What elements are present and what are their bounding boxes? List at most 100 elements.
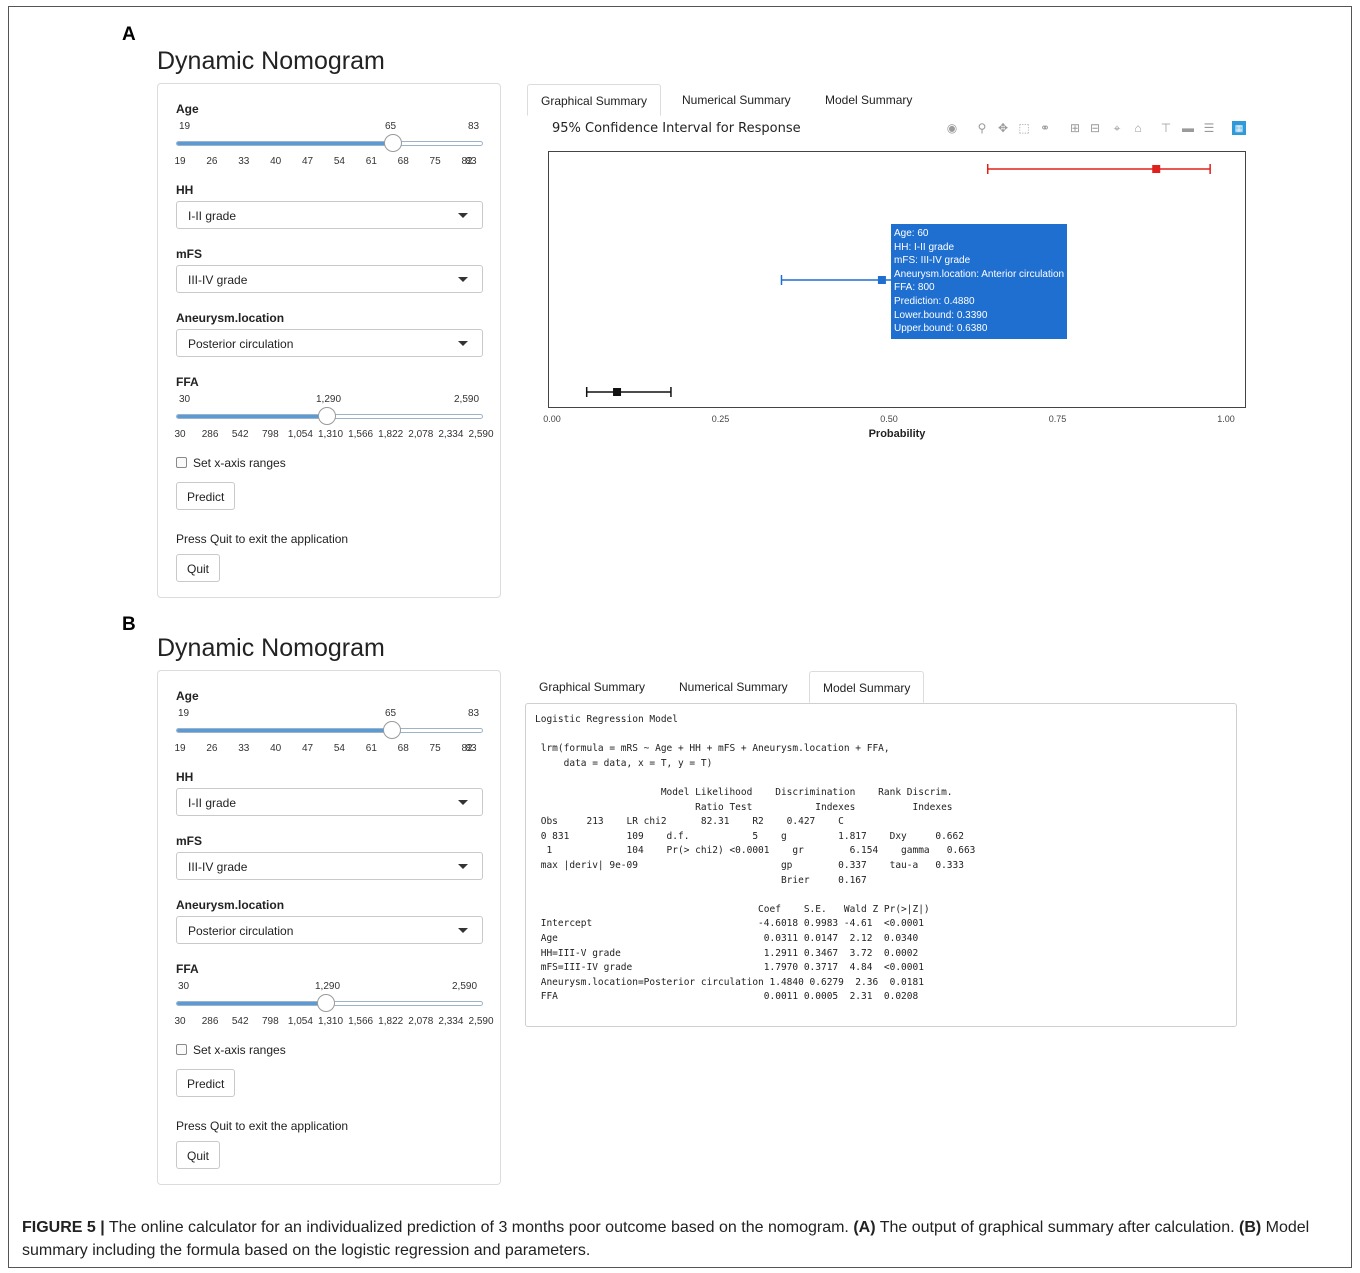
age-slider-ticks: 19 26 33 40 47 54 61 68 75 82 83: [174, 156, 492, 170]
tab-model-summary[interactable]: Model Summary: [825, 93, 913, 107]
ffa-slider-ticks: 30 286 542 798 1,054 1,310 1,566 1,822 2,078 2,33…: [174, 429, 493, 443]
pan-icon[interactable]: ✥: [997, 121, 1009, 135]
tab-graphical-summary[interactable]: Graphical Summary: [527, 84, 662, 116]
plotly-logo-icon[interactable]: ▦: [1232, 121, 1246, 135]
slider-tick-label: 1,566: [348, 429, 374, 440]
zoom-icon[interactable]: ⚲: [977, 121, 987, 135]
prediction-point[interactable]: [1152, 165, 1161, 173]
hover-closest-icon[interactable]: ▬: [1182, 121, 1194, 135]
ffa-max: 2,590: [452, 981, 478, 992]
ffa-label: FFA: [176, 962, 199, 976]
model-summary-line: max |deriv| 9e-09 gp 0.337 tau-a 0.333: [535, 859, 964, 871]
age-max: 83: [468, 708, 480, 719]
age-slider-handle[interactable]: [384, 134, 402, 152]
slider-tick-label: 798: [261, 429, 279, 440]
model-summary-line: Brier 0.167: [535, 874, 867, 886]
camera-icon[interactable]: ◉: [946, 121, 958, 135]
slider-tick-label: 1,566: [348, 1016, 374, 1027]
quit-note: Press Quit to exit the application: [176, 1119, 349, 1133]
slider-tick-label: 1,822: [378, 1016, 404, 1027]
ffa-value: 1,290: [315, 981, 341, 992]
hh-select-value: I-II grade: [188, 796, 237, 810]
caption-text-3: Model summary including the formula base…: [22, 1219, 1310, 1259]
model-summary-line: Obs 213 LR chi2 82.31 R2 0.427 C: [535, 816, 844, 828]
hh-select-value: I-II grade: [188, 209, 237, 223]
mfs-select[interactable]: III-IV grade: [176, 265, 483, 293]
slider-tick-label: 33: [238, 743, 250, 754]
plot-modebar: ◉ ⚲ ✥ ⬚ ⚭ ⊞ ⊟ ⌖ ⌂ ⊤ ▬ ☰ ▦: [945, 121, 1250, 137]
tooltip-line: Prediction: 0.4880: [894, 295, 975, 307]
tab-numerical-summary[interactable]: Numerical Summary: [679, 680, 788, 694]
chevron-down-icon: [458, 213, 468, 218]
location-select[interactable]: Posterior circulation: [176, 916, 483, 944]
figure-caption: FIGURE 5 | The online calculator for an …: [22, 1216, 1342, 1262]
age-min: 19: [179, 121, 191, 132]
ffa-min: 30: [178, 981, 190, 992]
model-summary-line: Model Likelihood Discrimination Rank Dis…: [535, 786, 953, 798]
location-select[interactable]: Posterior circulation: [176, 329, 483, 357]
page-title: Dynamic Nomogram: [157, 47, 385, 75]
slider-tick-label: 54: [333, 156, 345, 167]
hover-compare-icon[interactable]: ☰: [1203, 121, 1215, 135]
zoom-out-icon[interactable]: ⊟: [1089, 121, 1101, 135]
slider-tick-label: 30: [174, 1016, 186, 1027]
tooltip-line: Aneurysm.location: Anterior circulation: [894, 268, 1065, 280]
slider-tick-label: 33: [238, 156, 250, 167]
model-summary-line: 0 831 109 d.f. 5 g 1.817 Dxy 0.662: [535, 830, 964, 842]
prediction-point[interactable]: [613, 388, 622, 396]
mfs-select[interactable]: III-IV grade: [176, 852, 483, 880]
caption-a-label: (A): [853, 1219, 876, 1236]
ffa-min: 30: [179, 394, 191, 405]
mfs-select-value: III-IV grade: [188, 860, 248, 874]
lasso-icon[interactable]: ⚭: [1039, 121, 1051, 135]
age-value: 65: [385, 708, 397, 719]
slider-tick-label: 19: [174, 743, 186, 754]
tooltip-line: FFA: 800: [894, 282, 935, 294]
autoscale-icon[interactable]: ⌖: [1113, 121, 1121, 135]
slider-tick-label: 1,822: [378, 429, 404, 440]
spike-icon[interactable]: ⊤: [1160, 121, 1172, 135]
caption-b-label: (B): [1238, 1219, 1262, 1236]
age-slider[interactable]: [176, 141, 483, 146]
zoom-in-icon[interactable]: ⊞: [1069, 121, 1081, 135]
predict-button[interactable]: Predict: [176, 1069, 236, 1097]
plot-title: 95% Confidence Interval for Response: [552, 121, 801, 136]
slider-tick-label: 82: [461, 156, 473, 167]
x-range-checkbox-label: Set x-axis ranges: [193, 456, 286, 470]
tab-numerical-summary[interactable]: Numerical Summary: [682, 93, 791, 107]
x-range-checkbox[interactable]: Set x-axis ranges: [176, 1043, 286, 1057]
prediction-point[interactable]: [877, 276, 886, 284]
tooltip-line: HH: I-II grade: [894, 241, 955, 253]
tab-graphical-summary[interactable]: Graphical Summary: [539, 680, 646, 694]
age-slider-handle[interactable]: [383, 721, 401, 739]
quit-button[interactable]: Quit: [176, 1141, 221, 1169]
hh-select[interactable]: I-II grade: [176, 201, 483, 229]
chevron-down-icon: [458, 864, 468, 869]
slider-tick-label: 30: [174, 429, 186, 440]
ffa-slider-handle[interactable]: [317, 994, 335, 1012]
ffa-slider-handle[interactable]: [318, 407, 336, 425]
tab-model-summary[interactable]: Model Summary: [809, 671, 925, 703]
tooltip-line: mFS: III-IV grade: [894, 255, 971, 267]
slider-tick-label: 68: [397, 743, 409, 754]
mfs-label: mFS: [176, 247, 203, 261]
model-summary-line: Logistic Regression Model: [535, 714, 678, 725]
home-icon[interactable]: ⌂: [1134, 121, 1142, 135]
caption-text-2: The output of graphical summary after ca…: [875, 1219, 1239, 1236]
checkbox-icon[interactable]: [176, 1044, 187, 1055]
ffa-slider-fill: [177, 1002, 328, 1005]
age-label: Age: [176, 102, 199, 116]
x-tick-label: 0.00: [543, 414, 561, 424]
slider-tick-label: 61: [365, 156, 377, 167]
age-slider[interactable]: [176, 728, 483, 733]
model-summary-line: Ratio Test Indexes Indexes: [535, 801, 953, 813]
slider-tick-label: 47: [301, 743, 314, 754]
slider-tick-label: 54: [333, 743, 345, 754]
checkbox-icon[interactable]: [176, 457, 187, 468]
predict-button[interactable]: Predict: [176, 482, 236, 510]
quit-button[interactable]: Quit: [176, 554, 221, 582]
box-select-icon[interactable]: ⬚: [1018, 121, 1030, 135]
hh-select[interactable]: I-II grade: [176, 788, 483, 816]
slider-tick-label: 542: [231, 429, 249, 440]
x-range-checkbox[interactable]: Set x-axis ranges: [176, 456, 286, 470]
